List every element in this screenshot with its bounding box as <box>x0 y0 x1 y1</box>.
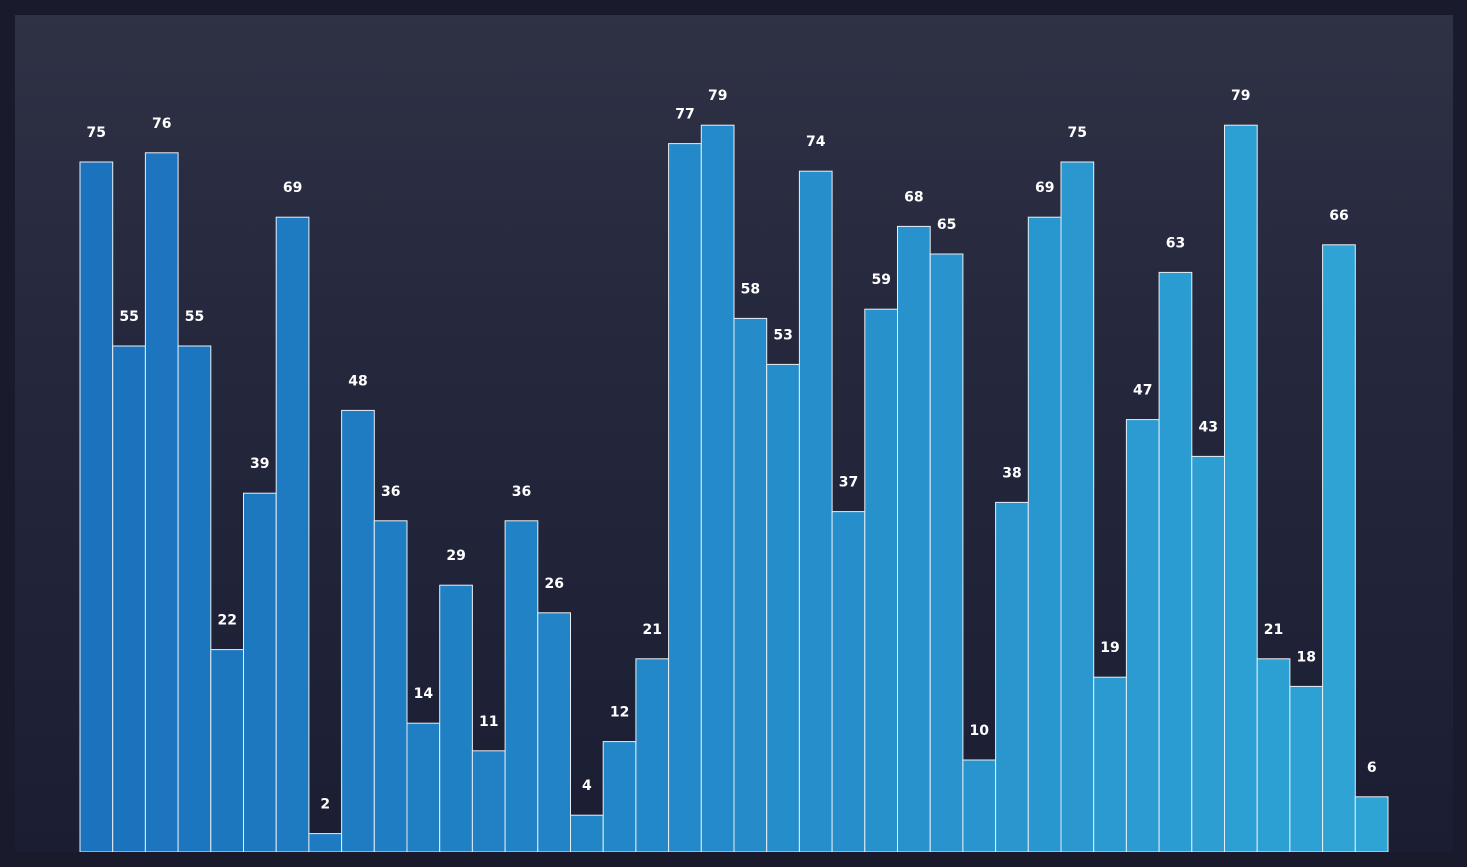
bar-29 <box>995 501 1029 852</box>
bar-8 <box>308 833 343 852</box>
bar-label-36: 79 <box>1231 88 1250 104</box>
bar-label-33: 47 <box>1133 383 1152 399</box>
bar-label-27: 65 <box>937 217 956 233</box>
bar-30 <box>1027 216 1062 852</box>
bar-label-10: 36 <box>381 484 400 500</box>
bar-label-39: 66 <box>1329 208 1348 224</box>
bar-label-20: 79 <box>708 88 727 104</box>
bar-28 <box>962 759 997 852</box>
bar-31 <box>1060 161 1095 852</box>
bar-2 <box>112 345 146 852</box>
bar-label-4: 55 <box>185 309 204 325</box>
bar-5 <box>210 649 245 852</box>
bar-18 <box>635 658 670 852</box>
bar-36 <box>1224 124 1258 852</box>
bar-7 <box>275 216 310 852</box>
bar-label-16: 4 <box>582 778 592 794</box>
bar-1 <box>79 161 114 852</box>
bar-6 <box>243 492 277 852</box>
data-labels-group: 75 55 76 55 22 39 69 2 48 36 14 29 11 36 26 4 12 21 77 79 58… <box>87 88 1377 812</box>
bar-label-8: 2 <box>320 797 330 813</box>
bars-group <box>79 124 1389 852</box>
bar-label-1: 75 <box>87 125 106 141</box>
bar-label-32: 19 <box>1100 640 1119 656</box>
bar-9 <box>341 409 375 852</box>
bar-label-12: 29 <box>446 548 465 564</box>
bar-label-9: 48 <box>348 373 367 389</box>
bar-22 <box>766 363 800 852</box>
bar-label-7: 69 <box>283 180 302 196</box>
bar-12 <box>439 584 473 852</box>
bar-label-35: 43 <box>1198 419 1217 435</box>
bar-label-40: 6 <box>1367 760 1377 776</box>
bar-40 <box>1354 796 1389 852</box>
bar-13 <box>471 750 506 852</box>
bar-14 <box>504 520 539 852</box>
bar-27 <box>929 253 964 852</box>
bar-4 <box>177 345 212 852</box>
bar-21 <box>733 317 768 852</box>
bar-26 <box>897 225 931 852</box>
bar-label-22: 53 <box>773 327 792 343</box>
bar-label-6: 39 <box>250 456 269 472</box>
bar-label-23: 74 <box>806 134 826 150</box>
bar-23 <box>798 170 833 852</box>
bar-11 <box>406 722 441 852</box>
bar-label-11: 14 <box>414 686 434 702</box>
bar-39 <box>1322 244 1356 852</box>
bar-label-3: 76 <box>152 116 171 132</box>
bar-label-21: 58 <box>741 281 760 297</box>
bar-label-31: 75 <box>1068 125 1087 141</box>
bar-chart: 75 55 76 55 22 39 69 2 48 36 14 29 11 36 26 4 12 21 77 79 58… <box>79 88 1389 852</box>
bar-label-13: 11 <box>479 714 498 730</box>
bar-10 <box>373 520 408 852</box>
bar-label-25: 59 <box>871 272 890 288</box>
bar-label-2: 55 <box>119 309 138 325</box>
bar-16 <box>570 814 604 852</box>
bar-label-5: 22 <box>217 613 236 629</box>
bar-34 <box>1158 271 1193 852</box>
bar-label-24: 37 <box>839 475 858 491</box>
bar-17 <box>602 741 637 852</box>
bar-label-15: 26 <box>544 576 563 592</box>
bar-33 <box>1125 419 1160 852</box>
bar-label-26: 68 <box>904 189 923 205</box>
bar-32 <box>1093 676 1127 852</box>
bar-19 <box>668 143 702 852</box>
bar-label-14: 36 <box>512 484 531 500</box>
bar-label-34: 63 <box>1166 235 1185 251</box>
bar-label-29: 38 <box>1002 465 1021 481</box>
bar-37 <box>1256 658 1291 852</box>
bar-label-28: 10 <box>970 723 990 739</box>
bar-35 <box>1191 455 1226 852</box>
chart-panel: 75 55 76 55 22 39 69 2 48 36 14 29 11 36 26 4 12 21 77 79 58… <box>15 15 1453 852</box>
bar-label-30: 69 <box>1035 180 1054 196</box>
bar-15 <box>537 612 571 852</box>
bar-label-18: 21 <box>643 622 662 638</box>
bar-25 <box>864 308 898 852</box>
bar-3 <box>144 152 179 852</box>
bar-38 <box>1289 685 1324 852</box>
bar-label-17: 12 <box>610 705 629 721</box>
bar-label-37: 21 <box>1264 622 1283 638</box>
bar-label-38: 18 <box>1297 649 1316 665</box>
bar-24 <box>831 511 866 852</box>
bar-20 <box>700 124 735 852</box>
bar-label-19: 77 <box>675 107 694 123</box>
